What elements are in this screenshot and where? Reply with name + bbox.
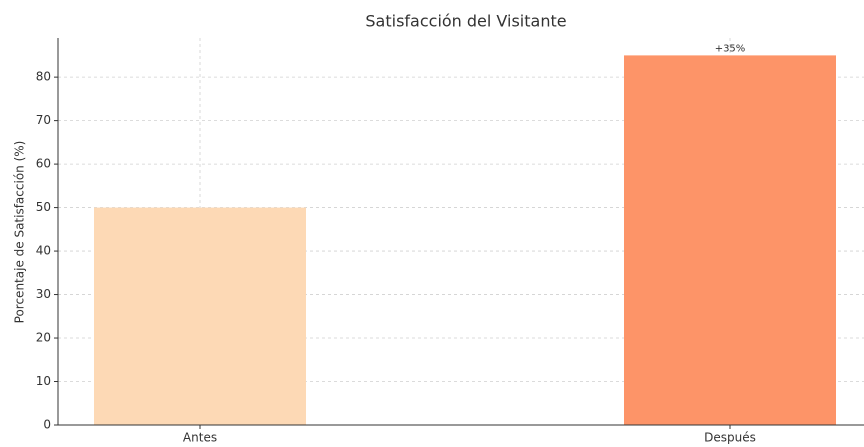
y-tick-label: 10 bbox=[36, 374, 51, 388]
bar bbox=[94, 207, 306, 425]
annotation: +35% bbox=[715, 43, 746, 54]
y-axis-label: Porcentaje de Satisfacción (%) bbox=[13, 141, 27, 324]
x-tick-label: Después bbox=[704, 431, 756, 445]
y-tick-label: 0 bbox=[43, 418, 51, 432]
y-tick-label: 70 bbox=[36, 113, 51, 127]
y-tick-label: 50 bbox=[36, 200, 51, 214]
y-tick-label: 80 bbox=[36, 70, 51, 84]
y-tick-label: 30 bbox=[36, 287, 51, 301]
chart-title: Satisfacción del Visitante bbox=[365, 12, 566, 31]
y-tick-label: 40 bbox=[36, 244, 51, 258]
y-tick-label: 60 bbox=[36, 157, 51, 171]
y-tick-label: 20 bbox=[36, 331, 51, 345]
bar bbox=[624, 55, 836, 426]
x-tick-label: Antes bbox=[183, 431, 217, 445]
